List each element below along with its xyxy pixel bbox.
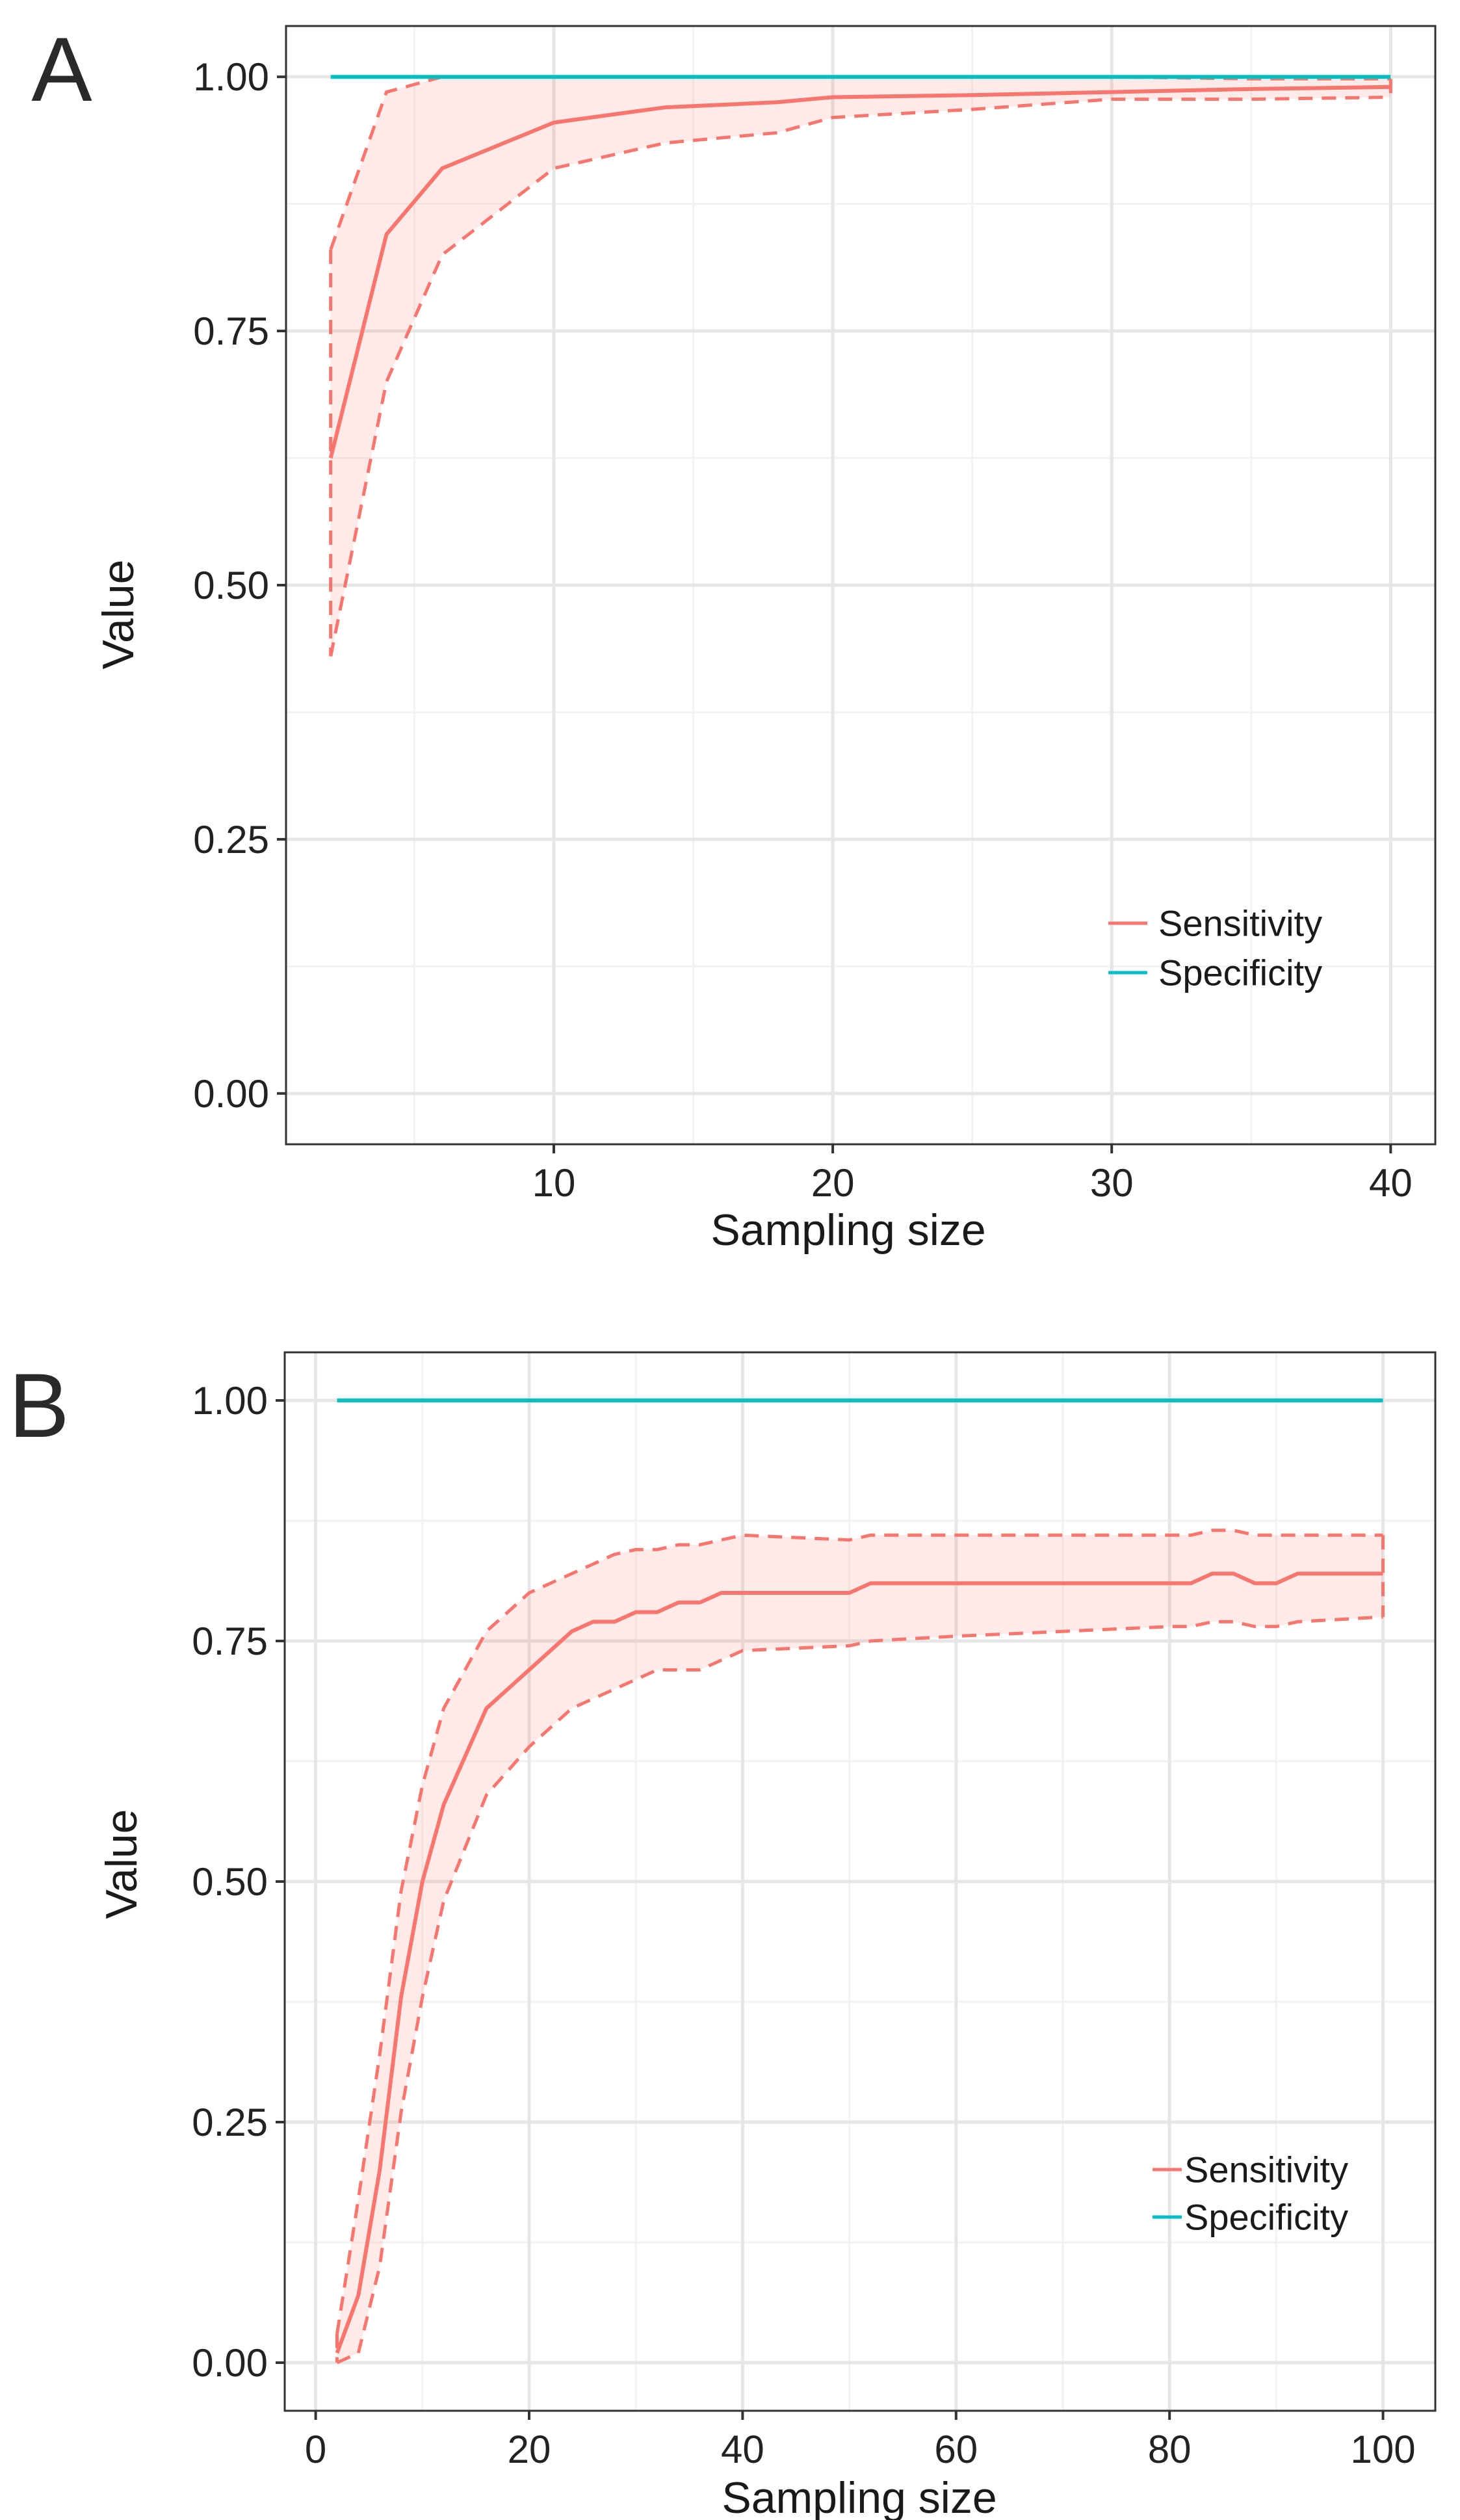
x-tick-label: 100	[1350, 2428, 1415, 2471]
sensitivity-lower-bound	[329, 96, 1391, 657]
panel-label: A	[31, 18, 92, 120]
x-tick-label: 60	[934, 2428, 978, 2471]
x-tick-label: 20	[811, 1161, 855, 1205]
panel-a: A 0.00 0.25 0.50 0.75 1.00 10 20 30 40 Sampling …	[31, 18, 1437, 1255]
sensitivity-lower-bound	[336, 1615, 1383, 2365]
sensitivity-line	[328, 85, 1391, 459]
y-tick-label: 1.00	[193, 55, 269, 99]
legend-label-sensitivity: Sensitivity	[1158, 903, 1322, 944]
sensitivity-confidence-band	[330, 77, 1391, 657]
plot-area: 0.00 0.25 0.50 0.75 1.00 0 20 40 60 80 100	[192, 1351, 1437, 2471]
y-tick-label: 0.50	[192, 1860, 268, 1904]
y-axis-title: Value	[97, 1809, 146, 1919]
y-axis-title: Value	[94, 560, 143, 670]
legend: Sensitivity Specificity	[1153, 2149, 1348, 2238]
x-axis-title: Sampling size	[722, 2473, 997, 2520]
x-tick-label: 20	[508, 2428, 551, 2471]
x-tick-label: 40	[1369, 1161, 1413, 1205]
y-tick-label: 1.00	[192, 1379, 268, 1423]
panel-label: B	[8, 1354, 69, 1456]
x-axis-title: Sampling size	[710, 1205, 985, 1255]
sensitivity-line	[335, 1571, 1383, 2354]
y-tick-label: 0.00	[193, 1072, 269, 1116]
legend: Sensitivity Specificity	[1108, 903, 1322, 993]
legend-label-sensitivity: Sensitivity	[1184, 2149, 1348, 2190]
y-tick-label: 0.25	[192, 2101, 268, 2144]
x-tick-label: 30	[1090, 1161, 1134, 1205]
legend-label-specificity: Specificity	[1184, 2197, 1348, 2238]
sensitivity-upper-bound	[335, 1529, 1383, 2334]
legend-label-specificity: Specificity	[1158, 952, 1322, 993]
x-tick-label: 0	[305, 2428, 326, 2471]
y-tick-label: 0.25	[193, 818, 269, 861]
y-tick-label: 0.75	[192, 1620, 268, 1663]
plot-area: 0.00 0.25 0.50 0.75 1.00 10 20 30 40	[193, 25, 1437, 1205]
y-tick-label: 0.50	[193, 564, 269, 607]
y-tick-label: 0.00	[192, 2341, 268, 2385]
x-tick-label: 80	[1148, 2428, 1192, 2471]
sensitivity-confidence-band	[337, 1530, 1383, 2363]
x-tick-label: 40	[721, 2428, 764, 2471]
y-tick-label: 0.75	[193, 309, 269, 353]
x-tick-label: 10	[532, 1161, 576, 1205]
panel-b: B 0.00 0.25 0.50 0.75 1.00 0 20 40 60 80 100 Sampl…	[8, 1351, 1437, 2520]
